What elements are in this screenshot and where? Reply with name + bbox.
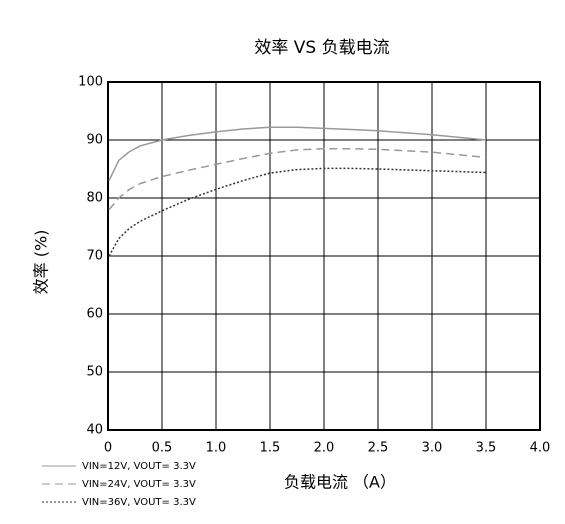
legend-label: VIN=24V, VOUT= 3.3V (82, 479, 196, 490)
y-tick-label: 40 (86, 423, 103, 438)
y-tick-label: 100 (78, 75, 103, 90)
y-axis-title: 效率 (%) (32, 230, 51, 295)
chart-title: 效率 VS 负载电流 (254, 38, 389, 58)
x-tick-label: 3.0 (422, 441, 443, 456)
x-tick-label: 2.5 (368, 441, 389, 456)
y-tick-label: 50 (86, 365, 103, 380)
plot-frame (107, 81, 541, 431)
y-tick-label: 70 (86, 249, 103, 264)
x-tick-label: 0 (104, 441, 112, 456)
series-line (108, 167, 487, 257)
x-tick-label: 1.0 (206, 441, 227, 456)
x-tick-label: 0.5 (152, 441, 173, 456)
x-tick-label: 4.0 (530, 441, 551, 456)
legend: VIN=12V, VOUT= 3.3V VIN=24V, VOUT= 3.3V VI… (42, 461, 196, 508)
x-tick-label: 1.5 (260, 441, 281, 456)
x-tick-label: 2.0 (314, 441, 335, 456)
legend-label: VIN=12V, VOUT= 3.3V (82, 461, 196, 472)
series-line (108, 126, 487, 181)
y-tick-label: 90 (86, 133, 103, 148)
series-line (108, 147, 487, 211)
y-tick-label: 80 (86, 191, 103, 206)
y-tick-label: 60 (86, 307, 103, 322)
x-axis-title: 负载电流 （A） (284, 473, 396, 492)
legend-label: VIN=36V, VOUT= 3.3V (82, 497, 196, 508)
x-tick-label: 3.5 (476, 441, 497, 456)
